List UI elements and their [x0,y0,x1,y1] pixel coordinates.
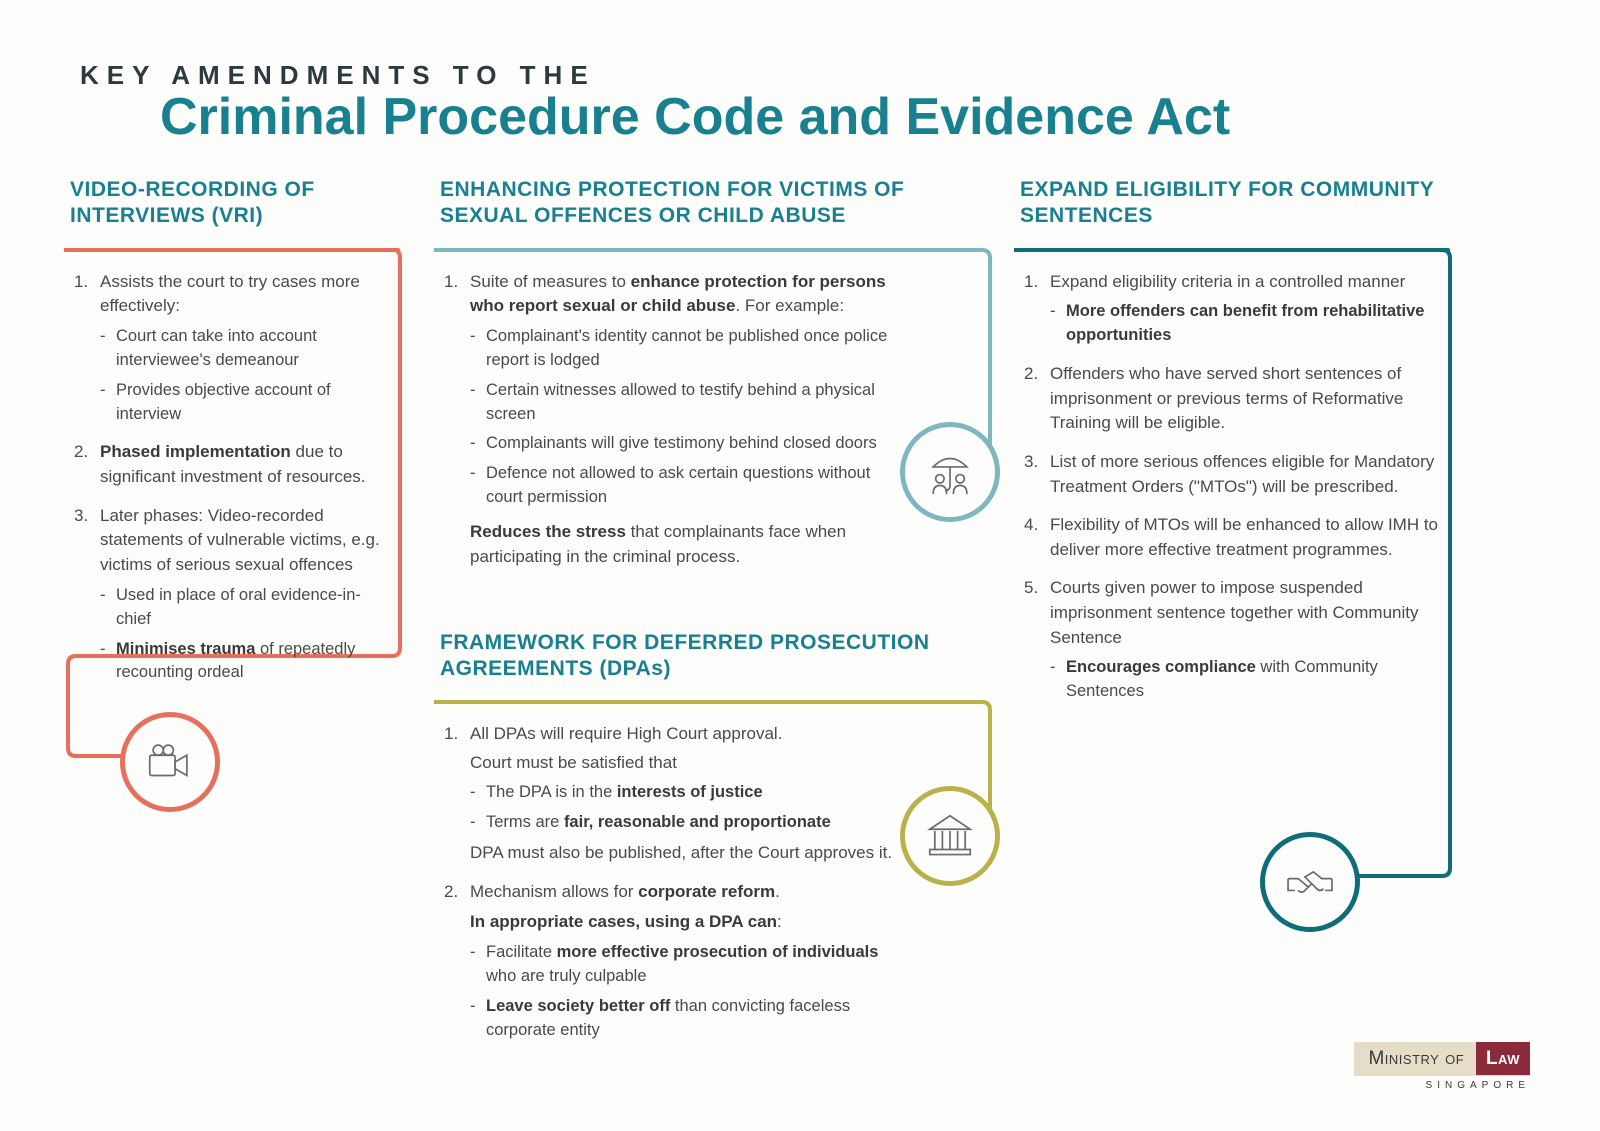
col-middle: ENHANCING PROTECTION FOR VICTIMS OF SEXU… [440,177,980,1069]
list-item: Used in place of oral evidence-in-chief [100,584,388,632]
protection-title: ENHANCING PROTECTION FOR VICTIMS OF SEXU… [440,177,980,230]
col-vri: VIDEO-RECORDING OF INTERVIEWS (VRI) Assi… [70,177,400,1069]
list-item: Court can take into account interviewee'… [100,325,388,373]
list-item: Encourages compliance with Community Sen… [1050,656,1438,704]
community-title: EXPAND ELIGIBILITY FOR COMMUNITY SENTENC… [1020,177,1450,230]
list-item: Minimises trauma of repeatedly recountin… [100,638,388,686]
list-item: The DPA is in the interests of justice [470,781,910,805]
community-item-5: Courts given power to impose suspended i… [1024,576,1438,704]
vri-item-1: Assists the court to try cases more effe… [74,270,388,427]
list-item: Certain witnesses allowed to testify beh… [470,379,910,427]
vri-item-2: Phased implementation due to significant… [74,440,388,489]
handshake-icon [1260,832,1360,932]
community-list: Expand eligibility criteria in a control… [1024,270,1438,705]
courthouse-icon [900,786,1000,886]
list-item: Complainants will give testimony behind … [470,432,910,456]
logo-subtext: SINGAPORE [1354,1080,1530,1091]
community-item-1: Expand eligibility criteria in a control… [1024,270,1438,348]
ministry-logo: Ministry of Law SINGAPORE [1354,1042,1530,1091]
community-item-3: List of more serious offences eligible f… [1024,450,1438,499]
protection-card: Suite of measures to enhance protection … [440,248,980,596]
list-item: Facilitate more effective prosecution of… [470,941,910,989]
community-item-2: Offenders who have served short sentence… [1024,362,1438,436]
vri-list: Assists the court to try cases more effe… [74,270,388,686]
col-community: EXPAND ELIGIBILITY FOR COMMUNITY SENTENC… [1020,177,1450,1069]
vri-title: VIDEO-RECORDING OF INTERVIEWS (VRI) [70,177,400,230]
logo-text-ministry: Ministry of [1368,1048,1464,1069]
vri-item-3: Later phases: Video-recorded statements … [74,504,388,686]
header: KEY AMENDMENTS TO THE Criminal Procedure… [70,60,1530,147]
list-item: Complainant's identity cannot be publish… [470,325,910,373]
dpa-item-1: All DPAs will require High Court approva… [444,722,910,866]
list-item: Provides objective account of interview [100,379,388,427]
main-title: Criminal Procedure Code and Evidence Act [160,87,1530,147]
list-item: Leave society better off than convicting… [470,995,910,1043]
dpa-item-2: Mechanism allows for corporate reform. I… [444,880,910,1043]
dpa-title: FRAMEWORK FOR DEFERRED PROSECUTION AGREE… [440,630,980,683]
list-item: More offenders can benefit from rehabili… [1050,300,1438,348]
community-item-4: Flexibility of MTOs will be enhanced to … [1024,513,1438,562]
list-item: Terms are fair, reasonable and proportio… [470,811,910,835]
protection-item-1: Suite of measures to enhance protection … [444,270,910,570]
dpa-card: All DPAs will require High Court approva… [440,700,980,1069]
logo-text-law: Law [1476,1042,1530,1075]
umbrella-people-icon [900,422,1000,522]
camera-icon [120,712,220,812]
protection-tail: Reduces the stress that complainants fac… [470,520,910,569]
columns: VIDEO-RECORDING OF INTERVIEWS (VRI) Assi… [70,177,1530,1069]
community-card: Expand eligibility criteria in a control… [1020,248,1450,731]
vri-card: Assists the court to try cases more effe… [70,248,400,712]
list-item: Defence not allowed to ask certain quest… [470,462,910,510]
